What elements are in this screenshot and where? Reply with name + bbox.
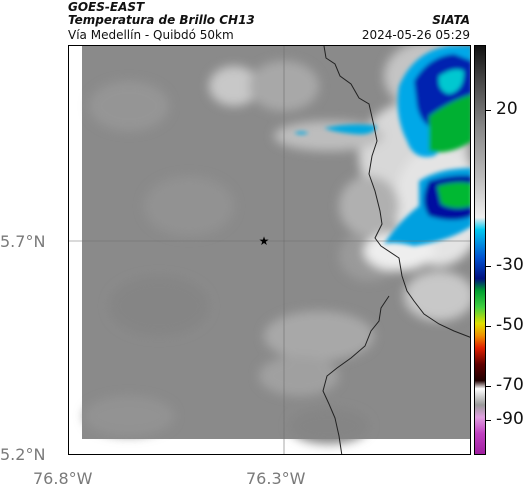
colorbar-label-minus70: -70	[496, 375, 524, 395]
colorbar-tick	[486, 110, 491, 111]
star-icon: ★	[259, 234, 270, 248]
colorbar-label-minus30: -30	[496, 255, 524, 275]
satellite-image: ★	[69, 46, 470, 454]
colorbar-label-20: 20	[496, 99, 518, 119]
boundary-south	[322, 295, 390, 454]
datetime-label: 2024-05-26 05:29	[361, 28, 470, 42]
product-title: Temperatura de Brillo CH13	[68, 13, 255, 27]
brand-label: SIATA	[432, 13, 470, 27]
satellite-title: GOES-EAST	[68, 0, 145, 14]
region-subtitle: Vía Medellín - Quibdó 50km	[68, 28, 234, 42]
lon-label-76-8: 76.8°W	[33, 469, 93, 488]
colorbar	[474, 45, 486, 455]
lon-label-76-3: 76.3°W	[246, 469, 306, 488]
lat-label-5-7: 5.7°N	[0, 232, 46, 251]
cold-cloud-tops	[294, 46, 470, 246]
lat-label-5-2: 5.2°N	[0, 445, 46, 464]
boundary-east	[323, 46, 470, 338]
colorbar-tick	[486, 386, 491, 387]
colorbar-tick	[486, 420, 491, 421]
colorbar-label-minus50: -50	[496, 315, 524, 335]
colorbar-label-minus90: -90	[496, 409, 524, 429]
colorbar-tick	[486, 326, 491, 327]
map-frame: ★	[68, 45, 471, 455]
colorbar-tick	[486, 266, 491, 267]
